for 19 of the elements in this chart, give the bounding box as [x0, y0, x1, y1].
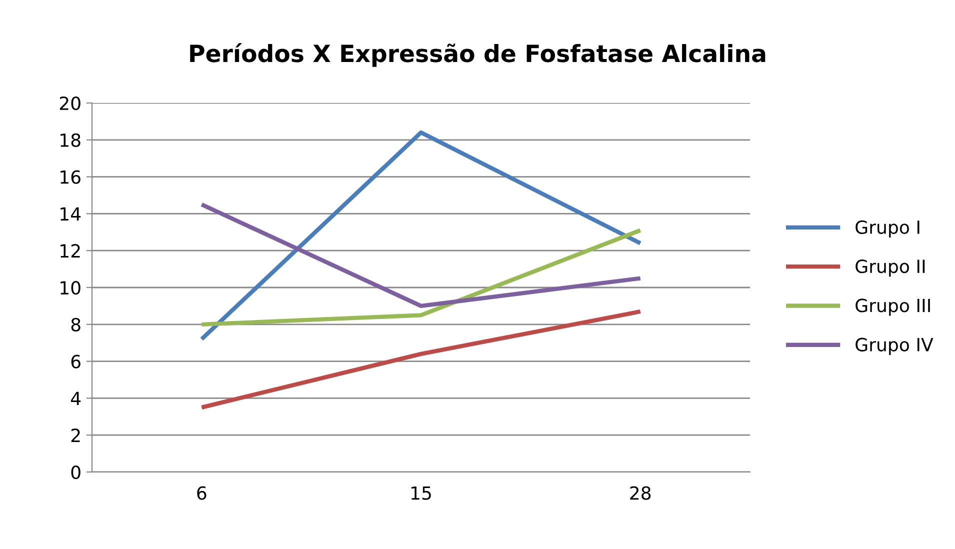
y-tick-label: 0: [71, 465, 80, 480]
legend-label: Grupo IV: [856, 338, 934, 355]
y-tick-label: 4: [70, 392, 81, 406]
y-tick-label: 20: [60, 96, 80, 110]
x-tick-label: 28: [630, 486, 651, 500]
legend-label: Grupo III: [856, 298, 930, 316]
chart-title: Períodos X Expressão de Fosfatase Alcalina: [190, 43, 766, 67]
y-tick-label: 12: [60, 244, 80, 258]
y-tick-label: 14: [60, 207, 81, 221]
y-tick-label: 6: [71, 354, 80, 368]
y-tick-label: 18: [60, 133, 80, 148]
legend-label: Grupo II: [856, 260, 925, 277]
legend-label: Grupo I: [856, 220, 920, 238]
y-tick-label: 10: [60, 280, 80, 295]
y-tick-label: 16: [60, 170, 80, 184]
y-tick-label: 2: [71, 428, 80, 442]
y-tick-label: 8: [71, 318, 80, 332]
x-tick-label: 15: [411, 486, 431, 500]
x-tick-label: 6: [197, 486, 206, 500]
